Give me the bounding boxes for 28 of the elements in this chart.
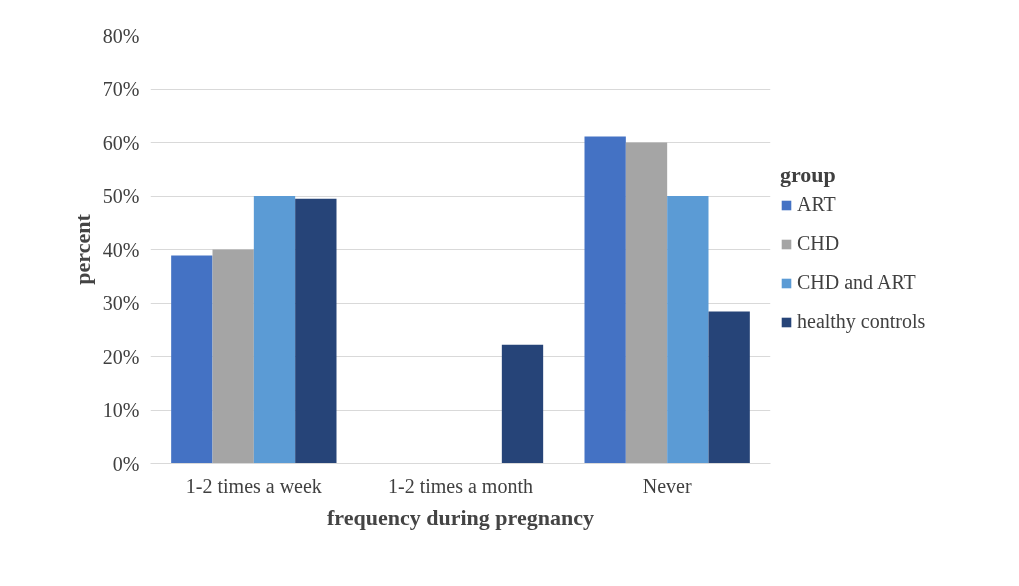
- bar: [253, 196, 296, 464]
- bar: [584, 136, 626, 464]
- legend-label: CHD and ART: [797, 271, 916, 294]
- bar: [708, 311, 750, 464]
- x-axis-title: frequency during pregnancy: [327, 504, 594, 530]
- x-tick-label: 1-2 times a week: [185, 474, 322, 497]
- y-tick-label: 80%: [102, 24, 140, 47]
- bar: [295, 198, 337, 464]
- legend-title: group: [780, 162, 837, 188]
- legend-label: CHD: [797, 232, 840, 255]
- y-tick-label: 50%: [102, 185, 140, 207]
- y-tick-label: 40%: [102, 238, 140, 261]
- bar: [212, 249, 254, 464]
- legend-label: healthy controls: [797, 310, 926, 333]
- x-tick-label: Never: [642, 474, 692, 497]
- bar: [667, 196, 709, 464]
- y-tick-label: 20%: [102, 345, 140, 368]
- legend-label: ART: [797, 193, 836, 216]
- y-tick-label: 0%: [112, 452, 140, 475]
- x-tick-label: 1-2 times a month: [388, 474, 533, 497]
- bar: [625, 142, 668, 464]
- bar: [171, 255, 213, 464]
- y-tick-label: 70%: [102, 78, 140, 100]
- y-tick-label: 30%: [102, 292, 140, 314]
- bar: [501, 344, 544, 464]
- y-tick-label: 10%: [102, 399, 140, 421]
- y-axis-title: percent: [69, 213, 95, 285]
- y-tick-label: 60%: [102, 131, 140, 154]
